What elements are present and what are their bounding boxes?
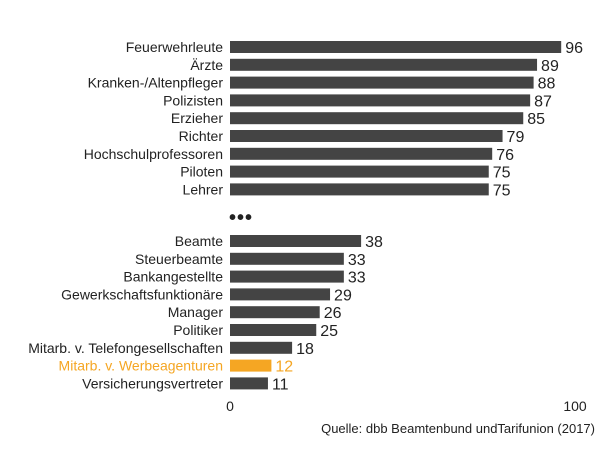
bar: [230, 235, 362, 247]
bars-layer: Feuerwehrleute 96 Ärzte 89 Kranken-/Altenpfl…: [28, 39, 583, 393]
value-label: 76: [496, 147, 514, 164]
bar: [230, 341, 293, 354]
bar: [230, 112, 524, 125]
value-label: 87: [534, 93, 552, 110]
category-label: Politiker: [173, 322, 223, 338]
bar: [230, 165, 489, 178]
value-label: 26: [324, 305, 342, 322]
x-tick-label-max: 100: [563, 398, 587, 414]
bar: [230, 76, 534, 89]
bar: [230, 270, 344, 283]
category-label: Kranken-/Altenpfleger: [88, 75, 224, 91]
value-label: 33: [348, 270, 366, 287]
category-label: Piloten: [180, 164, 223, 180]
bar: [230, 377, 268, 390]
bar: [230, 306, 320, 319]
x-tick-label-min: 0: [226, 398, 234, 414]
bar: [230, 252, 344, 265]
value-label: 75: [493, 182, 511, 199]
category-label: Versicherungsvertreter: [82, 375, 223, 391]
bar: [230, 147, 493, 160]
category-label: Gewerkschaftsfunktionäre: [61, 286, 223, 302]
value-label: 12: [275, 359, 293, 376]
value-label: 79: [507, 129, 525, 146]
bar: [230, 58, 538, 71]
bar: [230, 94, 531, 107]
category-label: Lehrer: [183, 181, 224, 197]
category-label: Mitarb. v. Telefongesellschaften: [28, 340, 223, 356]
category-label: Richter: [179, 128, 224, 144]
value-label: 11: [272, 376, 289, 393]
value-label: 75: [493, 165, 511, 182]
value-label: 85: [527, 111, 545, 128]
bar: [230, 41, 562, 53]
value-label: 38: [365, 234, 383, 251]
bar: [230, 183, 489, 196]
bar: [230, 324, 317, 336]
value-label: 88: [538, 76, 556, 93]
category-label: Bankangestellte: [123, 269, 223, 285]
value-label: 33: [348, 252, 366, 269]
category-label: Ärzte: [190, 57, 223, 73]
value-label: 18: [296, 341, 314, 358]
category-label: Hochschulprofessoren: [84, 146, 223, 162]
group-separator: •••: [229, 207, 253, 229]
category-label: Feuerwehrleute: [126, 39, 223, 55]
category-label: Beamte: [175, 233, 223, 249]
value-label: 29: [334, 287, 352, 304]
category-label: Mitarb. v. Werbeagenturen: [59, 358, 223, 374]
bar: [230, 288, 331, 301]
bar: [230, 359, 272, 372]
category-label: Manager: [168, 304, 224, 320]
value-label: 25: [320, 323, 338, 340]
value-label: 89: [541, 58, 559, 75]
category-label: Polizisten: [163, 92, 223, 108]
category-label: Erzieher: [171, 110, 223, 126]
category-label: Steuerbeamte: [135, 251, 223, 267]
source-note: Quelle: dbb Beamtenbund undTarifunion (2…: [321, 421, 595, 436]
bar: [230, 130, 503, 142]
value-label: 96: [565, 40, 583, 57]
